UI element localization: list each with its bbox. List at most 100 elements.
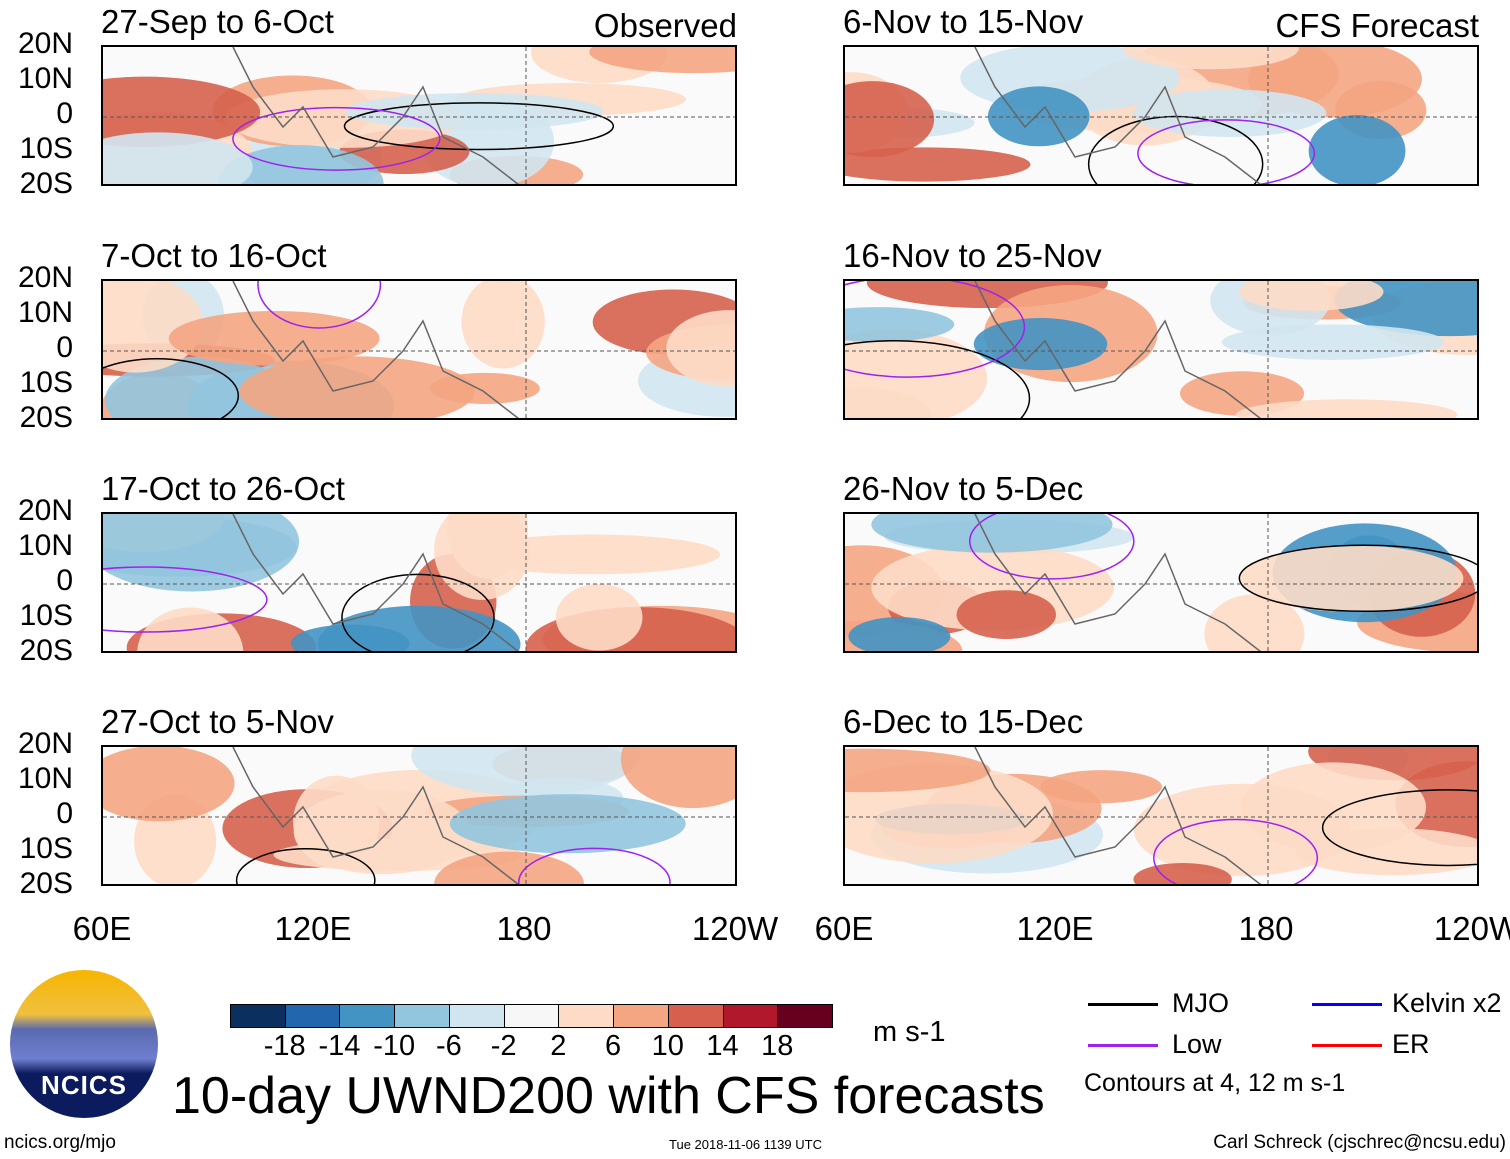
- anomaly-blob: [845, 307, 955, 342]
- contour-line: [103, 566, 268, 633]
- anomaly-blob: [103, 514, 300, 592]
- contour-line: [1238, 544, 1477, 612]
- panel-title: 7-Oct to 16-Oct: [101, 237, 327, 274]
- coastline: [974, 747, 1262, 884]
- lat-label: 20N: [17, 261, 73, 294]
- anomaly-blob: [956, 590, 1056, 639]
- legend-low-label: Low: [1172, 1029, 1222, 1059]
- anomaly-blob: [589, 47, 735, 74]
- colorbar-label: -2: [490, 1030, 517, 1062]
- anomaly-blob: [845, 748, 991, 793]
- colorbar-label: -6: [436, 1030, 462, 1062]
- anomaly-blob: [1221, 324, 1445, 360]
- legend-mjo-label: MJO: [1172, 988, 1229, 1018]
- lat-label: 0: [56, 797, 73, 830]
- panel-title: 27-Sep to 6-Oct: [101, 3, 334, 40]
- footer-timestamp: Tue 2018-11-06 1139 UTC: [669, 1137, 822, 1152]
- legend-er-line: [1312, 1044, 1382, 1047]
- contour-line: [343, 102, 615, 151]
- coastline: [974, 281, 1262, 418]
- lon-label: 180: [1238, 910, 1294, 947]
- colorbar-swatch: [394, 1004, 450, 1028]
- contour-line: [341, 573, 495, 651]
- coastline: [232, 747, 520, 884]
- colorbar-label: 14: [706, 1030, 739, 1062]
- anomaly-blob: [987, 86, 1090, 147]
- anomaly-blob: [434, 851, 584, 884]
- contour-line: [1321, 789, 1477, 867]
- colorbar-label: 10: [651, 1030, 684, 1062]
- anomaly-blob: [845, 81, 935, 158]
- anomaly-blob: [1204, 594, 1305, 651]
- lon-label: 60E: [814, 910, 874, 947]
- anomaly-blob: [845, 147, 1031, 182]
- contour-line: [103, 357, 240, 418]
- colorbar-swatch: [339, 1004, 396, 1028]
- contour-line: [232, 106, 441, 171]
- contour-line: [1153, 818, 1319, 884]
- colorbar-label: -10: [373, 1030, 416, 1062]
- lat-label: 20N: [17, 727, 73, 760]
- lat-label: 10N: [17, 529, 73, 562]
- contour-line: [257, 281, 382, 329]
- colorbar-swatch: [503, 1004, 560, 1028]
- anomaly-blob: [1240, 545, 1464, 612]
- lat-label: 10S: [19, 132, 73, 165]
- anomaly-blob: [1308, 115, 1406, 184]
- colorbar-swatch: [777, 1004, 833, 1028]
- anomaly-blob: [1133, 863, 1232, 884]
- lat-label: 20S: [19, 867, 73, 900]
- anomaly-blob: [1040, 770, 1163, 804]
- panel-title: 26-Nov to 5-Dec: [843, 470, 1084, 507]
- lat-label: 10N: [17, 762, 73, 795]
- colorbar-swatch: [230, 1004, 286, 1028]
- anomaly-blob: [871, 514, 1113, 553]
- legend-kelvin-label: Kelvin x2: [1392, 988, 1502, 1018]
- anomaly-blob: [973, 318, 1108, 371]
- colorbar-swatch: [613, 1004, 669, 1028]
- contour-line: [845, 281, 1026, 378]
- contour-note: Contours at 4, 12 m s-1: [1084, 1069, 1346, 1097]
- lon-label: 180: [496, 910, 552, 947]
- anomaly-blob: [103, 76, 261, 148]
- footer-url[interactable]: ncics.org/mjo: [4, 1132, 116, 1153]
- contour-line: [517, 847, 671, 884]
- coastline: [232, 47, 520, 184]
- panel-corner-label: CFS Forecast: [1275, 7, 1479, 44]
- lat-label: 10S: [19, 599, 73, 632]
- panel-title: 6-Nov to 15-Nov: [843, 3, 1084, 40]
- map-panel: [101, 45, 737, 186]
- colorbar-swatch: [558, 1004, 615, 1028]
- map-panel: [843, 745, 1479, 886]
- lon-label: 120E: [274, 910, 352, 947]
- anomaly-blob: [848, 617, 951, 651]
- coastline: [974, 514, 1262, 651]
- anomaly-blob: [434, 514, 530, 600]
- lat-label: 0: [56, 331, 73, 364]
- footer-author: Carl Schreck (cjschrec@ncsu.edu): [1213, 1132, 1506, 1153]
- colorbar-units: m s-1: [873, 1016, 946, 1048]
- panel-title: 17-Oct to 26-Oct: [101, 470, 345, 507]
- coastline: [974, 47, 1262, 184]
- colorbar-label: 2: [550, 1030, 567, 1062]
- panel-corner-label: Observed: [593, 7, 737, 44]
- anomaly-blob: [1240, 762, 1427, 853]
- logo-text: NCICS: [41, 1070, 127, 1100]
- contour-line: [845, 340, 1031, 418]
- colorbar-label: 18: [761, 1030, 794, 1062]
- lat-label: 20N: [17, 27, 73, 60]
- colorbar-label: -18: [263, 1030, 306, 1062]
- anomaly-blob: [103, 132, 253, 184]
- lat-label: 20S: [19, 167, 73, 200]
- colorbar-label: -14: [318, 1030, 361, 1062]
- lat-label: 20N: [17, 494, 73, 527]
- anomaly-blob: [845, 387, 932, 418]
- lat-label: 10N: [17, 62, 73, 95]
- anomaly-blob: [666, 310, 735, 387]
- legend-low-line: [1088, 1044, 1158, 1047]
- anomaly-blob: [168, 310, 380, 366]
- lon-label: 120W: [1433, 910, 1510, 947]
- contour-line: [1137, 119, 1316, 184]
- map-panel: [843, 45, 1479, 186]
- anomaly-blob: [555, 584, 643, 651]
